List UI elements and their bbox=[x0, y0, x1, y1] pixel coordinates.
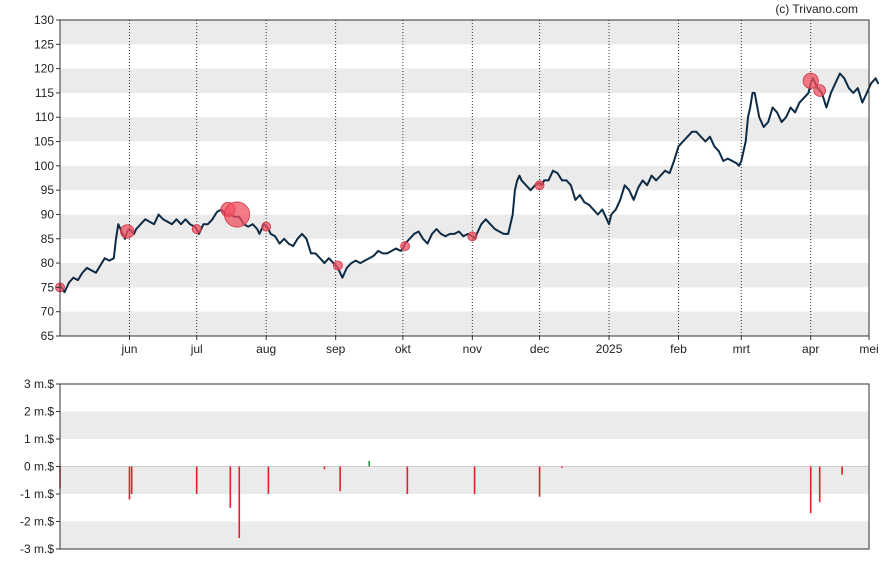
y-tick-label: 80 bbox=[41, 256, 55, 270]
x-tick-label: feb bbox=[670, 342, 687, 356]
y-tick-label: 130 bbox=[34, 13, 54, 27]
price-band bbox=[60, 68, 869, 93]
x-tick-label: sep bbox=[326, 342, 346, 356]
event-marker bbox=[400, 241, 411, 251]
volume-y-tick-label: 1 m.$ bbox=[24, 432, 54, 446]
event-marker bbox=[802, 72, 819, 89]
event-marker bbox=[120, 224, 135, 239]
y-tick-label: 115 bbox=[35, 86, 54, 100]
volume-chart-bands bbox=[60, 411, 869, 549]
x-tick-label: aug bbox=[256, 342, 276, 356]
price-band bbox=[60, 165, 869, 191]
y-tick-label: 95 bbox=[41, 183, 55, 197]
volume-y-tick-label: -1 m.$ bbox=[20, 487, 54, 501]
volume-y-tick-label: -2 m.$ bbox=[20, 515, 54, 529]
source-credit: (c) Trivano.com bbox=[775, 2, 858, 16]
event-marker bbox=[813, 84, 826, 97]
event-marker bbox=[224, 201, 251, 228]
x-tick-label: jun bbox=[120, 342, 137, 356]
x-tick-label: mei bbox=[859, 342, 878, 356]
price-chart-frame bbox=[59, 19, 870, 337]
volume-y-tick-label: -3 m.$ bbox=[20, 542, 54, 556]
volume-y-tick-label: 2 m.$ bbox=[24, 405, 54, 419]
y-tick-label: 75 bbox=[41, 280, 55, 294]
y-tick-label: 90 bbox=[41, 207, 55, 221]
y-tick-label: 85 bbox=[41, 232, 55, 246]
x-tick-label: dec bbox=[530, 342, 549, 356]
x-tick-label: apr bbox=[802, 342, 819, 356]
y-tick-label: 120 bbox=[34, 62, 54, 76]
price-band bbox=[60, 20, 869, 45]
y-tick-label: 125 bbox=[34, 37, 54, 51]
volume-band bbox=[60, 411, 869, 439]
x-tick-label: okt bbox=[395, 342, 412, 356]
event-marker bbox=[534, 180, 545, 191]
y-tick-label: 105 bbox=[34, 135, 54, 149]
event-marker bbox=[191, 224, 202, 234]
event-marker bbox=[332, 260, 343, 271]
x-tick-label: jul bbox=[190, 342, 203, 356]
event-marker bbox=[261, 221, 272, 232]
price-band bbox=[60, 263, 869, 288]
price-chart-bands bbox=[60, 20, 869, 336]
volume-y-tick-label: 0 m.$ bbox=[24, 460, 54, 474]
x-tick-label: nov bbox=[463, 342, 482, 356]
trade-event-markers bbox=[55, 72, 826, 293]
volume-band bbox=[60, 466, 869, 494]
price-band bbox=[60, 311, 869, 336]
price-band bbox=[60, 117, 869, 142]
volume-y-axis-ticks: 3 m.$ 2 m.$ 1 m.$ 0 m.$ -1 m.$ -2 m.$ -3 m.$ bbox=[20, 377, 60, 556]
price-x-axis-ticks: jun jul aug sep okt nov dec 2025 feb mrt apr mei bbox=[120, 336, 879, 356]
event-marker bbox=[467, 231, 478, 242]
y-tick-label: 100 bbox=[34, 159, 54, 173]
y-tick-label: 70 bbox=[41, 305, 55, 319]
y-tick-label: 110 bbox=[35, 110, 54, 124]
price-y-axis-ticks: 130 125 120 115 110 105 100 95 90 85 80 75 70 65 bbox=[34, 13, 60, 343]
y-tick-label: 65 bbox=[41, 329, 55, 343]
volume-bars bbox=[59, 461, 843, 538]
volume-band bbox=[60, 521, 869, 549]
x-tick-label: 2025 bbox=[596, 342, 623, 356]
x-tick-label: mrt bbox=[733, 342, 751, 356]
volume-y-tick-label: 3 m.$ bbox=[24, 377, 54, 391]
